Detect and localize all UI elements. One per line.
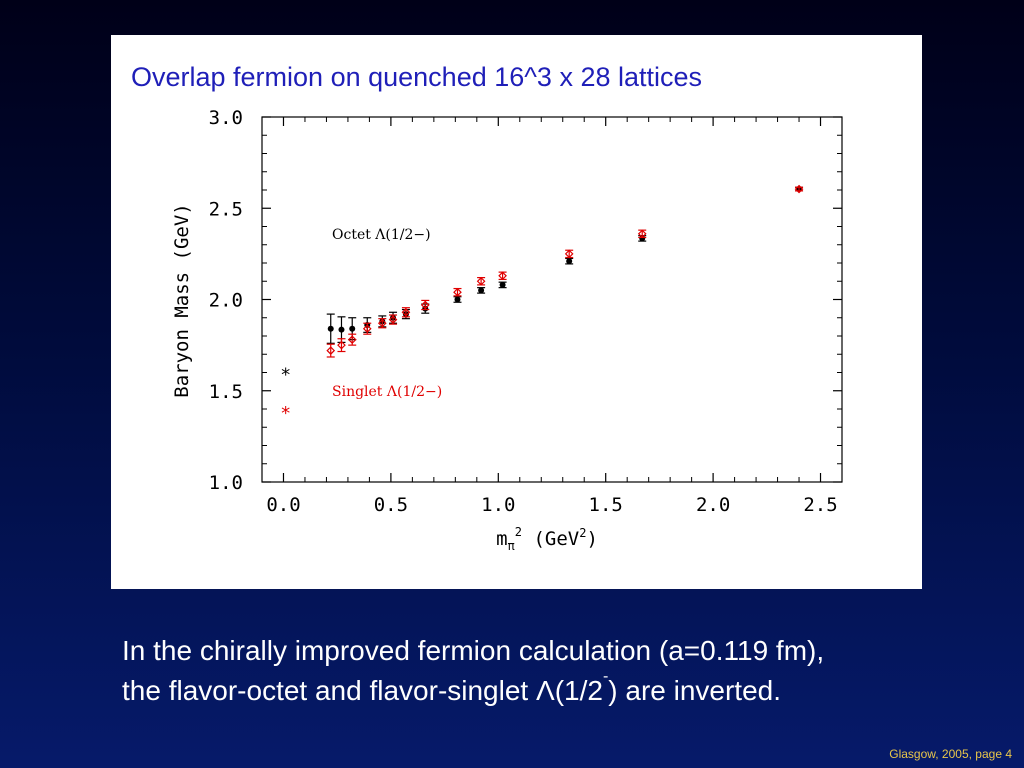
body-line-2-end: ) are inverted. [608,675,782,706]
body-line-1: In the chirally improved fermion calcula… [122,635,825,666]
footer-text: Glasgow, 2005, page 4 [889,747,1012,761]
body-line-2-superscript: - [602,668,609,685]
y-tick-label: 2.5 [209,198,243,220]
octet-point [566,258,573,265]
singlet-point [362,324,372,334]
singlet-annotation: Singlet Λ(1/2−) [332,384,442,400]
body-line-2-start: the flavor-octet and flavor-singlet Λ(1/… [122,675,603,706]
chart-title: Overlap fermion on quenched 16^3 x 28 la… [131,62,703,92]
x-tick-label: 1.5 [589,494,623,516]
x-tick-label: 0.5 [374,494,408,516]
x-label-sub: π [508,539,515,553]
octet-point [478,287,485,294]
y-tick-label: 2.0 [209,290,243,312]
chart-panel: Overlap fermion on quenched 16^3 x 28 la… [111,35,922,589]
x-axis-label: mπ2 (GeV2) [496,525,598,553]
octet-point [499,281,506,288]
singlet-point [476,276,486,286]
singlet-point [794,184,804,194]
singlet-point [337,340,346,350]
singlet-point [453,287,462,297]
baryon-mass-plot: 0.0 0.5 1.0 1.5 2.0 2.5 1.0 1.5 2.0 2.5 3.0 Baryon … [171,107,843,553]
octet-point [349,325,356,332]
y-tick-label: 3.0 [209,107,243,129]
body-text: In the chirally improved fermion calcula… [122,631,1002,711]
x-label-unit-close: ) [586,528,597,550]
octet-point [454,296,461,303]
y-tick-label: 1.0 [209,472,243,494]
y-axis-label: Baryon Mass (GeV) [171,203,193,397]
x-label-unit-sup: 2 [579,526,586,540]
body-line-2: the flavor-octet and flavor-singlet Λ(1/… [122,668,1002,711]
octet-chiral-asterisk: * [280,365,291,386]
singlet-point [564,249,574,259]
x-tick-label: 2.0 [696,494,730,516]
x-tick-label: 0.0 [266,494,300,516]
octet-point [327,325,334,332]
y-tick-label: 1.5 [209,381,243,403]
x-label-sup: 2 [515,525,522,539]
singlet-point [377,318,387,328]
singlet-point [401,307,411,317]
x-tick-label: 1.0 [481,494,515,516]
x-label-m: m [496,528,507,550]
x-tick-label: 2.5 [803,494,837,516]
plot-frame [261,116,843,483]
x-label-unit: (GeV [522,528,579,550]
singlet-chiral-asterisk: * [280,403,291,424]
singlet-point [347,335,357,344]
singlet-point [326,346,336,355]
singlet-point [637,229,647,239]
singlet-point [498,271,507,281]
singlet-point [420,300,430,310]
octet-point [338,326,345,333]
octet-annotation: Octet Λ(1/2−) [332,227,431,243]
singlet-point [388,315,398,324]
